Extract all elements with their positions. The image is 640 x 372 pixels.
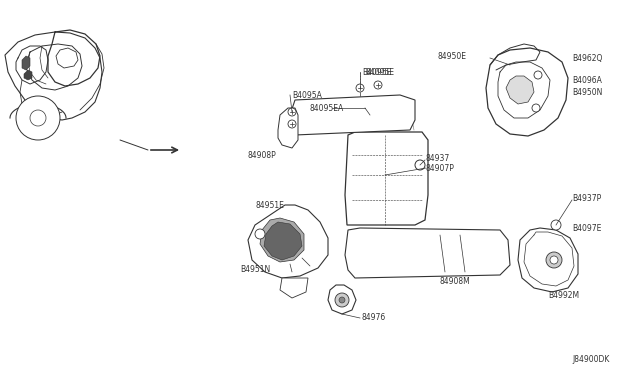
Polygon shape [280,278,308,298]
Text: 84976: 84976 [362,314,387,323]
Polygon shape [264,222,302,260]
Text: 84951E: 84951E [255,201,284,209]
Polygon shape [24,70,32,80]
Polygon shape [56,48,78,68]
Polygon shape [5,32,102,120]
Circle shape [534,71,542,79]
Circle shape [551,220,561,230]
Circle shape [550,256,558,264]
Polygon shape [345,228,510,278]
Polygon shape [328,285,356,314]
Text: 84937: 84937 [426,154,451,163]
Circle shape [30,110,46,126]
Text: B4951N: B4951N [240,266,270,275]
Circle shape [16,96,60,140]
Text: 84950E: 84950E [437,51,466,61]
Text: 84908M: 84908M [440,278,471,286]
Polygon shape [506,76,534,104]
Text: J84900DK: J84900DK [573,356,610,365]
Circle shape [415,160,425,170]
Text: B4950N: B4950N [572,87,602,96]
Text: B4937P: B4937P [572,193,601,202]
Text: B4095A: B4095A [292,90,322,99]
Text: 84907P: 84907P [426,164,455,173]
Text: B4992M: B4992M [548,292,579,301]
Circle shape [374,81,382,89]
Text: B4095E: B4095E [362,67,392,77]
Circle shape [532,104,540,112]
Polygon shape [345,132,428,225]
Polygon shape [278,108,298,148]
Text: B4962Q: B4962Q [572,54,602,62]
Circle shape [288,108,296,116]
Text: B4096A: B4096A [572,76,602,84]
Circle shape [356,84,364,92]
Polygon shape [518,228,578,292]
Polygon shape [22,56,30,70]
Polygon shape [288,95,415,135]
Circle shape [546,252,562,268]
Polygon shape [486,48,568,136]
Circle shape [339,297,345,303]
Circle shape [335,293,349,307]
Circle shape [288,120,296,128]
Text: 84095E: 84095E [365,67,394,77]
Polygon shape [260,218,304,262]
Text: 84095EA: 84095EA [310,103,344,112]
Polygon shape [248,205,328,278]
Circle shape [255,229,265,239]
Text: B4097E: B4097E [572,224,602,232]
Text: 84908P: 84908P [248,151,276,160]
